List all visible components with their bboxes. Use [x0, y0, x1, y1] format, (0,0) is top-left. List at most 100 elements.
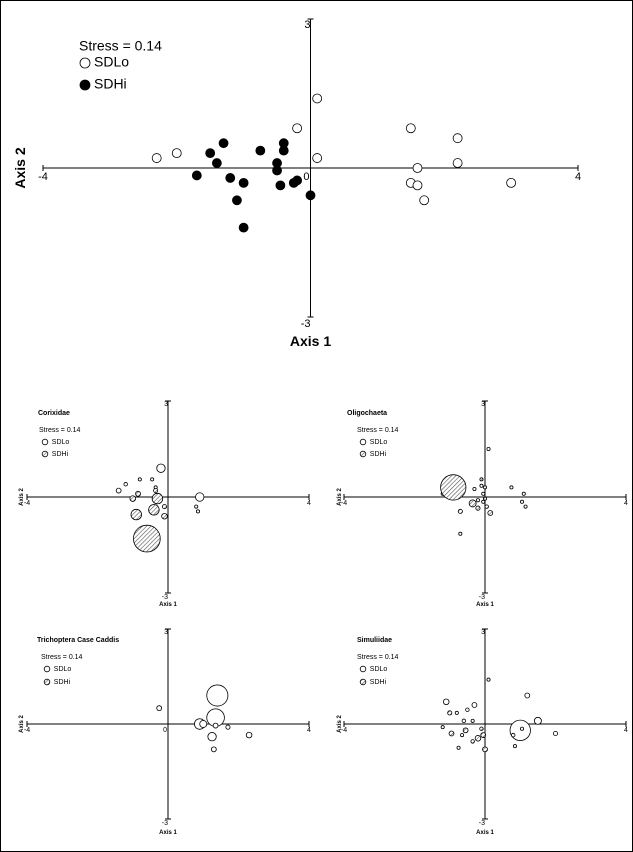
data-point-sdlo-12 [461, 718, 467, 723]
data-point-sdlo-6 [405, 123, 416, 134]
data-point-sdlo-4 [137, 477, 142, 482]
data-point-sdhi-4 [468, 499, 477, 508]
data-point-sdlo-3 [156, 463, 166, 473]
data-point-sdlo-8 [194, 504, 199, 509]
y-tick-label-max: 3 [164, 629, 168, 636]
data-point-sdlo-6 [512, 744, 517, 749]
x-tick-label-min: -4 [38, 171, 48, 183]
data-point-sdlo-4 [520, 499, 525, 504]
legend-marker-2 [359, 450, 367, 458]
data-point-sdlo-16 [456, 745, 461, 750]
stress-annotation: Stress = 0.14 [79, 38, 162, 54]
x-axis-label: Axis 1 [476, 830, 494, 836]
data-point-sdlo-14 [460, 733, 465, 738]
data-point-sdhi-4 [151, 492, 164, 505]
y-tick-label-max: 3 [481, 401, 485, 408]
stress-annotation: Stress = 0.14 [357, 654, 399, 661]
data-point-sdhi-13 [275, 180, 286, 191]
data-point-sdlo-13 [506, 177, 517, 188]
y-axis-label: Axis 2 [12, 147, 28, 188]
data-point-sdlo-5 [150, 477, 155, 482]
y-tick-label-min: -3 [301, 318, 311, 330]
legend-label-2: SDHi [370, 451, 387, 458]
y-tick-label-min: -3 [162, 820, 168, 827]
data-point-sdlo-3 [521, 491, 526, 496]
legend-marker-1 [79, 57, 91, 69]
y-axis-label: Axis 2 [337, 715, 343, 733]
legend-label-2: SDHi [54, 679, 71, 686]
data-point-sdlo-7 [479, 483, 484, 488]
data-point-sdhi-17 [238, 222, 249, 233]
x-tick-label-min: -4 [341, 727, 347, 734]
data-point-sdlo-2 [509, 719, 531, 741]
data-point-sdhi-3 [482, 485, 487, 490]
data-point-sdlo-9 [481, 499, 486, 504]
data-point-sdhi-7 [482, 746, 488, 753]
data-point-sdlo-9 [471, 702, 478, 708]
chart-panel-5: 3 -3 -4 4 Axis 1 Axis 2 Simuliidae Stress = 0.1… [337, 628, 628, 836]
data-point-sdhi-9 [129, 495, 136, 502]
x-tick-label-max: 4 [307, 500, 311, 507]
data-point-sdhi-1 [447, 710, 453, 716]
legend-label-2: SDHi [370, 679, 387, 686]
data-point-sdlo-9 [452, 158, 463, 168]
legend-label-2: SDHi [52, 451, 69, 458]
stress-annotation: Stress = 0.14 [41, 654, 83, 661]
legend-marker-1 [41, 438, 49, 446]
origin-tick-label: 0 [163, 727, 167, 734]
x-tick-label-max: 4 [307, 727, 311, 734]
data-point-sdhi-3 [278, 145, 289, 156]
panel-title: Simuliidae [357, 637, 392, 644]
data-point-sdlo-7 [520, 726, 525, 731]
data-point-sdlo-11 [454, 710, 459, 715]
data-point-sdhi-8 [272, 165, 282, 176]
data-point-sdhi-7 [161, 504, 167, 510]
data-point-sdlo-4 [552, 730, 559, 737]
y-axis-label: Axis 2 [19, 488, 25, 506]
data-point-sdhi-15 [305, 190, 316, 201]
data-point-sdhi-1 [440, 474, 467, 501]
data-point-sdlo-11 [412, 180, 423, 191]
data-point-sdhi-5 [255, 145, 266, 156]
y-axis-label: Axis 2 [337, 488, 343, 506]
data-point-sdhi-3 [148, 504, 160, 516]
legend-marker-2 [359, 678, 367, 686]
x-tick-label-min: -4 [24, 727, 30, 734]
data-point-sdhi-1 [133, 524, 161, 553]
data-point-sdlo-1 [486, 677, 491, 682]
data-point-sdhi-4 [205, 148, 216, 159]
data-point-sdhi-9 [191, 170, 202, 181]
data-point-sdlo-10 [465, 707, 470, 712]
legend-label-1: SDLo [370, 439, 388, 446]
data-point-sdlo-6 [472, 486, 477, 491]
chart-panel-4: 3 -3 -4 4 0 Axis 1 Axis 2 Trichoptera Case Cadd… [19, 628, 311, 836]
x-axis-label: Axis 1 [290, 333, 331, 349]
data-point-sdhi-9 [482, 496, 487, 501]
data-point-sdhi-8 [484, 504, 489, 509]
legend-label-1: SDLo [94, 54, 129, 70]
data-point-sdhi-2 [462, 727, 469, 734]
data-point-sdlo-1 [312, 93, 323, 104]
x-tick-label-min: -4 [24, 500, 30, 507]
data-point-sdhi-1 [218, 138, 229, 149]
data-point-sdhi-7 [457, 508, 463, 514]
data-point-sdlo-2 [292, 123, 303, 134]
data-point-sdlo-4 [171, 148, 182, 159]
data-point-sdlo-3 [533, 716, 542, 725]
data-point-sdlo-8 [412, 163, 423, 173]
origin-tick-label: 0 [303, 171, 309, 183]
data-point-sdhi-14 [238, 177, 249, 188]
x-axis-label: Axis 1 [159, 602, 177, 608]
x-axis-label: Axis 1 [159, 830, 177, 836]
panel-title: Oligochaeta [347, 410, 387, 417]
x-tick-label-min: -4 [341, 500, 347, 507]
data-point-sdhi-8 [161, 512, 168, 520]
data-point-sdlo-10 [475, 498, 480, 503]
legend-marker-2 [41, 450, 49, 458]
data-point-sdhi-6 [475, 505, 481, 511]
data-point-sdhi-6 [153, 488, 159, 494]
legend-label-1: SDLo [52, 439, 70, 446]
data-point-sdlo-5 [523, 504, 528, 509]
data-point-sdlo-3 [206, 684, 229, 707]
